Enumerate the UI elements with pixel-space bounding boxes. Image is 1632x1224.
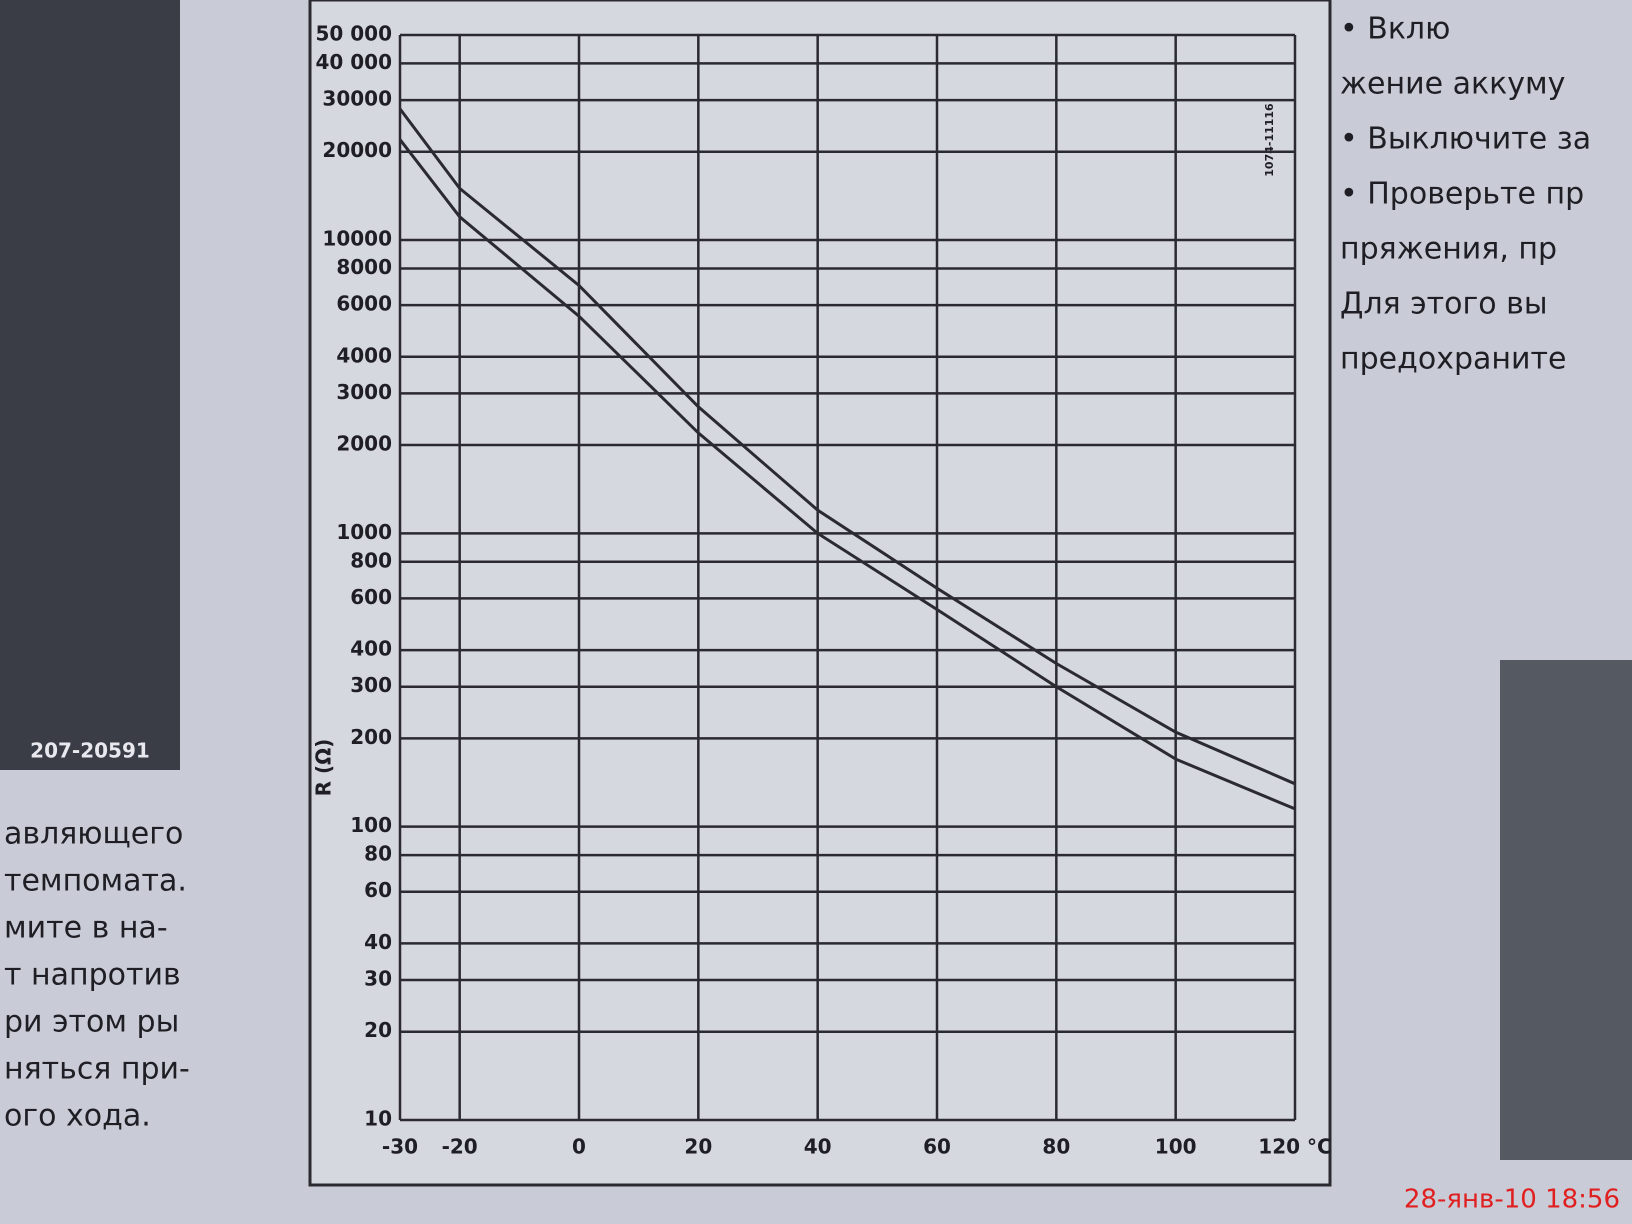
chart-frame: [308, 0, 1332, 1187]
y-tick-label: 4000: [336, 343, 392, 367]
paragraph-line: • Проверьте пр: [1340, 177, 1584, 212]
x-tick-label: -30: [382, 1135, 418, 1159]
y-tick-label: 10: [364, 1107, 392, 1131]
curve: [398, 107, 1296, 786]
y-tick-label: 60: [364, 878, 392, 902]
paragraph-line: жение аккуму: [1340, 67, 1565, 102]
paragraph-line: Для этого вы: [1340, 287, 1548, 322]
y-tick-label: 100: [350, 813, 392, 837]
y-tick-label: 40 000: [315, 50, 392, 74]
paragraph-line: • Вклю: [1340, 12, 1450, 47]
y-tick-label: 800: [350, 548, 392, 572]
paragraph-line: • Выключите за: [1340, 122, 1591, 157]
y-axis-label: R (Ω): [312, 739, 336, 797]
device-photo: [1500, 660, 1632, 1160]
side-code: 1074-11116: [1263, 103, 1276, 177]
paragraph-line: няться при-: [4, 1052, 190, 1087]
figure-code: 207-20591: [30, 739, 150, 763]
y-tick-label: 10000: [322, 227, 392, 251]
paragraph-line: предохраните: [1340, 342, 1566, 377]
y-tick-label: 30000: [322, 87, 392, 111]
y-tick-label: 20000: [322, 138, 392, 162]
x-tick-label: 80: [1042, 1135, 1070, 1159]
y-tick-label: 30: [364, 967, 392, 991]
y-tick-label: 400: [350, 637, 392, 661]
x-tick-label: 120 °C: [1258, 1135, 1331, 1159]
y-tick-label: 40: [364, 930, 392, 954]
paragraph-line: авляющего: [4, 817, 183, 852]
x-tick-label: 60: [923, 1135, 951, 1159]
y-tick-label: 6000: [336, 292, 392, 316]
paragraph-line: мите в на-: [4, 911, 168, 946]
y-tick-label: 600: [350, 585, 392, 609]
timestamp: 28-янв-10 18:56: [1404, 1185, 1620, 1215]
y-tick-label: 50 000: [315, 22, 392, 46]
y-tick-label: 20: [364, 1018, 392, 1042]
x-tick-label: 20: [684, 1135, 712, 1159]
x-tick-label: -20: [442, 1135, 478, 1159]
paragraph-line: ри этом ры: [4, 1005, 179, 1040]
y-tick-label: 300: [350, 673, 392, 697]
y-tick-label: 3000: [336, 380, 392, 404]
paragraph-line: темпомата.: [4, 864, 187, 899]
y-tick-label: 200: [350, 725, 392, 749]
y-tick-label: 2000: [336, 432, 392, 456]
x-tick-label: 0: [572, 1135, 586, 1159]
y-tick-label: 1000: [336, 520, 392, 544]
y-tick-label: 8000: [336, 255, 392, 279]
paragraph-line: пряжения, пр: [1340, 232, 1557, 267]
photo-plate: [0, 0, 180, 770]
paragraph-line: ого хода.: [4, 1099, 151, 1134]
curve: [398, 138, 1296, 811]
y-tick-label: 80: [364, 842, 392, 866]
paragraph-line: т напротив: [4, 958, 181, 993]
x-tick-label: 100: [1155, 1135, 1197, 1159]
x-tick-label: 40: [804, 1135, 832, 1159]
